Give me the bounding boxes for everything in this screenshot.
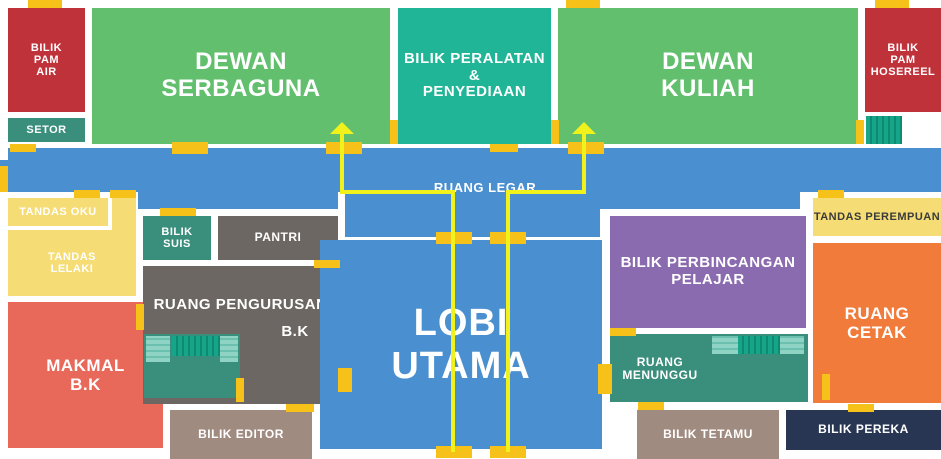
setor: SETOR — [8, 118, 85, 142]
tandas-lelaki-label: TANDAS LELAKI — [47, 250, 96, 275]
dewan-kuliah: DEWAN KULIAH — [558, 8, 858, 144]
stairs-right-light — [712, 336, 738, 354]
door — [338, 368, 352, 392]
door — [390, 120, 398, 144]
tandas-perempuan-label: TANDAS PEREMPUAN — [813, 210, 941, 223]
route-right-vertical — [506, 192, 510, 452]
bilik-pam-hosereel: BILIK PAM HOSEREEL — [865, 8, 941, 112]
bilik-suis: BILIK SUIS — [143, 216, 211, 260]
bilik-suis-label: BILIK SUIS — [161, 225, 193, 250]
door — [856, 120, 864, 144]
door — [818, 190, 844, 198]
door — [610, 328, 636, 336]
bilik-pereka-label: BILIK PEREKA — [818, 422, 909, 437]
corridor-right-extension — [600, 185, 800, 209]
stairs-top-right — [866, 116, 902, 144]
ruang-menunggu-label-box: RUANG MENUNGGU — [610, 352, 710, 386]
lobi-utama: LOBI UTAMA — [320, 240, 602, 449]
route-right-up — [582, 134, 586, 194]
tandas-oku-label: TANDAS OKU — [19, 205, 97, 218]
door — [598, 364, 612, 394]
ruang-menunggu-label: RUANG MENUNGGU — [622, 354, 698, 382]
pantri: PANTRI — [218, 216, 338, 260]
ruang-cetak-label: RUANG CETAK — [844, 303, 910, 342]
door — [638, 402, 664, 410]
ruang-pengurusan-bk-label: B.K — [281, 322, 309, 340]
ruang-legar-label-box: RUANG LEGAR — [405, 178, 565, 198]
bilik-tetamu-label: BILIK TETAMU — [663, 426, 753, 441]
ruang-pengurusan-label: RUANG PENGURUSAN — [153, 295, 328, 313]
route-left-horizontal — [340, 190, 455, 194]
ruang-pengurusan-bk-box: B.K — [270, 318, 320, 346]
door — [326, 142, 362, 154]
route-left-up — [340, 134, 344, 194]
tandas-lelaki: TANDAS LELAKI — [8, 230, 136, 296]
door — [490, 144, 518, 152]
makmal-bk-label: MAKMAL B.K — [46, 355, 125, 394]
stairs-right — [738, 336, 780, 354]
dewan-serbaguna-label: DEWAN SERBAGUNA — [161, 48, 321, 102]
bilik-peralatan-label: BILIK PERALATAN & PENYEDIAAN — [403, 49, 546, 101]
door — [172, 142, 208, 154]
door — [875, 0, 909, 8]
bilik-tetamu: BILIK TETAMU — [637, 410, 779, 459]
tandas-oku: TANDAS OKU — [8, 198, 108, 226]
door — [848, 404, 874, 412]
main-corridor — [8, 148, 941, 192]
door — [160, 208, 196, 216]
door — [0, 166, 8, 192]
stairs-right-light-2 — [780, 336, 804, 354]
bilik-editor-label: BILIK EDITOR — [198, 426, 284, 441]
stairs-left-light-2 — [220, 336, 238, 362]
bilik-pereka: BILIK PEREKA — [786, 410, 941, 450]
arrow-up-right-icon — [572, 122, 596, 134]
route-right-horizontal — [506, 190, 586, 194]
door — [490, 446, 526, 458]
door — [136, 304, 144, 330]
tandas-lelaki-upper — [112, 198, 136, 232]
bilik-perbincangan-label: BILIK PERBINCANGAN PELAJAR — [620, 254, 796, 288]
bilik-perbincangan-pelajar: BILIK PERBINCANGAN PELAJAR — [610, 216, 806, 328]
door — [822, 374, 830, 400]
dewan-kuliah-label: DEWAN KULIAH — [661, 48, 755, 102]
bilik-pam-air: BILIK PAM AIR — [8, 8, 85, 112]
door — [551, 120, 559, 144]
door — [286, 404, 314, 412]
tandas-perempuan: TANDAS PEREMPUAN — [813, 198, 941, 236]
corridor-left-extension — [138, 185, 338, 209]
door — [566, 0, 600, 8]
route-left-vertical — [451, 192, 455, 452]
arrow-up-left-icon — [330, 122, 354, 134]
door — [110, 190, 136, 198]
bilik-pam-hosereel-label: BILIK PAM HOSEREEL — [870, 41, 936, 79]
door — [436, 446, 472, 458]
door — [28, 0, 62, 8]
door — [10, 144, 36, 152]
bilik-peralatan: BILIK PERALATAN & PENYEDIAAN — [398, 8, 551, 144]
stairs-left-light — [146, 336, 170, 362]
stairs-left — [172, 336, 220, 356]
ruang-pengurusan-title-box: RUANG PENGURUSAN — [143, 290, 338, 320]
pantri-label: PANTRI — [254, 230, 302, 245]
dewan-serbaguna: DEWAN SERBAGUNA — [92, 8, 390, 144]
door — [74, 190, 100, 198]
setor-label: SETOR — [26, 123, 67, 136]
bilik-editor: BILIK EDITOR — [170, 410, 312, 459]
door — [314, 260, 340, 268]
ruang-cetak: RUANG CETAK — [813, 243, 941, 403]
door — [568, 142, 604, 154]
bilik-pam-air-label: BILIK PAM AIR — [30, 41, 63, 79]
door — [236, 378, 244, 402]
